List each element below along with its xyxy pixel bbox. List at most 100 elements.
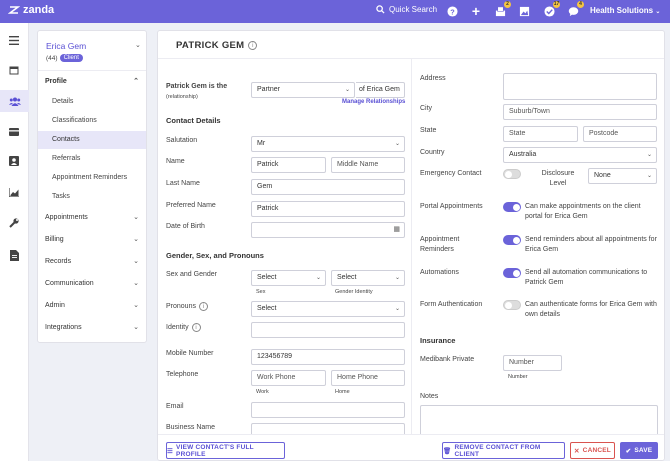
sidebar-section-profile[interactable]: Profile ⌃	[38, 73, 146, 91]
contact-editor: PATRICK GEM i Patrick Gem is the (relati…	[157, 30, 665, 461]
middle-name-field[interactable]: Middle Name	[331, 157, 405, 173]
ballot-icon[interactable]: 2	[493, 1, 511, 18]
automations-toggle[interactable]	[503, 268, 521, 278]
sidebar-section-label: Billing	[45, 236, 64, 243]
sidebar-item-details[interactable]: Details	[38, 93, 146, 111]
identity-field[interactable]	[251, 322, 405, 338]
toggle-knob	[505, 171, 512, 178]
chat-icon[interactable]: 4	[566, 1, 584, 18]
salutation-select[interactable]: Mr ⌄	[251, 136, 405, 152]
sidebar-item-contacts[interactable]: Contacts	[38, 131, 146, 149]
chevron-down-icon: ⌄	[646, 173, 652, 179]
chevron-down-icon: ⌄	[394, 141, 400, 147]
dob-field[interactable]: ▦	[251, 222, 405, 238]
menu-icon[interactable]	[7, 33, 21, 47]
chevron-down-icon[interactable]: ⌄	[135, 42, 141, 49]
medibank-number-field[interactable]: Number	[503, 355, 562, 371]
chevron-down-icon: ⌄	[133, 214, 139, 221]
button-label: SAVE	[634, 447, 653, 454]
last-name-label: Last Name	[166, 180, 200, 187]
state-field[interactable]: State	[503, 126, 578, 142]
client-name[interactable]: Erica Gem	[46, 41, 87, 51]
emergency-contact-toggle[interactable]	[503, 169, 521, 179]
country-select[interactable]: Australia ⌄	[503, 147, 657, 163]
clients-icon[interactable]	[0, 90, 29, 112]
city-label: City	[420, 105, 433, 112]
pronouns-value: Select	[257, 305, 277, 312]
sidebar-section-admin[interactable]: Admin ⌄	[38, 297, 146, 315]
sidebar-item-tasks[interactable]: Tasks	[38, 188, 146, 206]
quick-search[interactable]: Quick Search	[376, 5, 437, 14]
logo[interactable]: zanda	[8, 4, 54, 16]
form-authentication-toggle[interactable]	[503, 300, 521, 310]
sidebar-section-billing[interactable]: Billing ⌄	[38, 231, 146, 249]
email-field[interactable]	[251, 402, 405, 418]
gender-identity-select[interactable]: Select ⌄	[331, 270, 405, 286]
account-menu[interactable]: Health Solutions ⌄	[590, 6, 660, 15]
sidebar-item-referrals[interactable]: Referrals	[38, 150, 146, 168]
button-label: REMOVE CONTACT FROM CLIENT	[454, 443, 541, 458]
home-phone-field[interactable]: Home Phone	[331, 370, 405, 386]
calendar-icon[interactable]	[7, 63, 21, 77]
preferred-name-field[interactable]: Patrick	[251, 201, 405, 217]
portal-appointments-label: Portal Appointments	[420, 203, 483, 210]
work-sublabel: Work	[256, 389, 269, 395]
help-icon[interactable]: ?	[445, 4, 459, 18]
client-side-panel: Erica Gem ⌄ (44) Client Profile ⌃ Details…	[37, 30, 147, 343]
appointment-reminders-toggle[interactable]	[503, 235, 521, 245]
sidebar-item-classifications[interactable]: Classifications	[38, 112, 146, 130]
info-icon[interactable]: i	[248, 41, 258, 50]
list-icon: ☰	[167, 447, 174, 455]
country-value: Australia	[509, 151, 537, 158]
sidebar-section-label: Integrations	[45, 324, 82, 331]
sidebar-section-records[interactable]: Records ⌄	[38, 253, 146, 271]
contact-card-icon[interactable]	[7, 154, 21, 168]
portal-appointments-toggle[interactable]	[503, 202, 521, 212]
add-icon[interactable]: +	[471, 3, 481, 19]
image-icon[interactable]	[517, 4, 531, 18]
chevron-down-icon: ⌄	[394, 275, 400, 281]
disclosure-level-select[interactable]: None ⌄	[588, 168, 657, 184]
tasks-check-icon[interactable]: 17	[542, 1, 560, 18]
view-full-profile-button[interactable]: ☰ VIEW CONTACT'S FULL PROFILE	[166, 442, 285, 459]
automations-text: Send all automation communications to Pa…	[525, 269, 648, 286]
first-name-field[interactable]: Patrick	[251, 157, 326, 173]
info-icon[interactable]: i	[198, 302, 208, 311]
reports-chart-icon[interactable]	[7, 185, 21, 199]
sidebar-item-appointment-reminders[interactable]: Appointment Reminders	[38, 169, 146, 187]
close-icon: ✕	[574, 447, 580, 455]
save-button[interactable]: ✔ SAVE	[620, 442, 658, 459]
form-authentication-label: Form Authentication	[420, 301, 483, 308]
calendar-icon[interactable]: ▦	[393, 226, 400, 233]
address-field[interactable]	[503, 73, 657, 100]
address-label: Address	[420, 75, 446, 82]
sidebar-section-appointments[interactable]: Appointments ⌄	[38, 209, 146, 227]
telephone-label: Telephone	[166, 371, 199, 378]
notes-field[interactable]	[420, 405, 658, 437]
document-icon[interactable]	[7, 248, 21, 262]
sex-select[interactable]: Select ⌄	[251, 270, 326, 286]
remove-contact-button[interactable]: 🗑 REMOVE CONTACT FROM CLIENT	[442, 442, 565, 459]
sidebar-section-integrations[interactable]: Integrations ⌄	[38, 319, 146, 337]
last-name-field[interactable]: Gem	[251, 179, 405, 195]
info-icon[interactable]: i	[191, 323, 201, 332]
postcode-field[interactable]: Postcode	[583, 126, 657, 142]
sidebar-section-label: Profile	[45, 78, 67, 85]
relationship-select[interactable]: Partner ⌄	[251, 82, 355, 98]
footer-actions: ☰ VIEW CONTACT'S FULL PROFILE 🗑 REMOVE CON…	[158, 434, 664, 460]
chevron-down-icon: ⌄	[394, 306, 400, 312]
city-field[interactable]: Suburb/Town	[503, 104, 657, 120]
manage-relationships-link[interactable]: Manage Relationships	[342, 99, 406, 105]
check-icon: ✔	[625, 447, 632, 455]
mobile-field[interactable]: 123456789	[251, 349, 405, 365]
sidebar-section-label: Communication	[45, 280, 94, 287]
card-icon[interactable]	[7, 125, 21, 139]
cancel-button[interactable]: ✕ CANCEL	[570, 442, 615, 459]
pronouns-select[interactable]: Select ⌄	[251, 301, 405, 317]
sidebar-section-communication[interactable]: Communication ⌄	[38, 275, 146, 293]
work-phone-field[interactable]: Work Phone	[251, 370, 326, 386]
wrench-icon[interactable]	[7, 216, 21, 230]
business-name-label: Business Name	[166, 424, 216, 431]
client-badge: Client	[59, 54, 83, 62]
medibank-number-sublabel: Number	[508, 374, 528, 380]
